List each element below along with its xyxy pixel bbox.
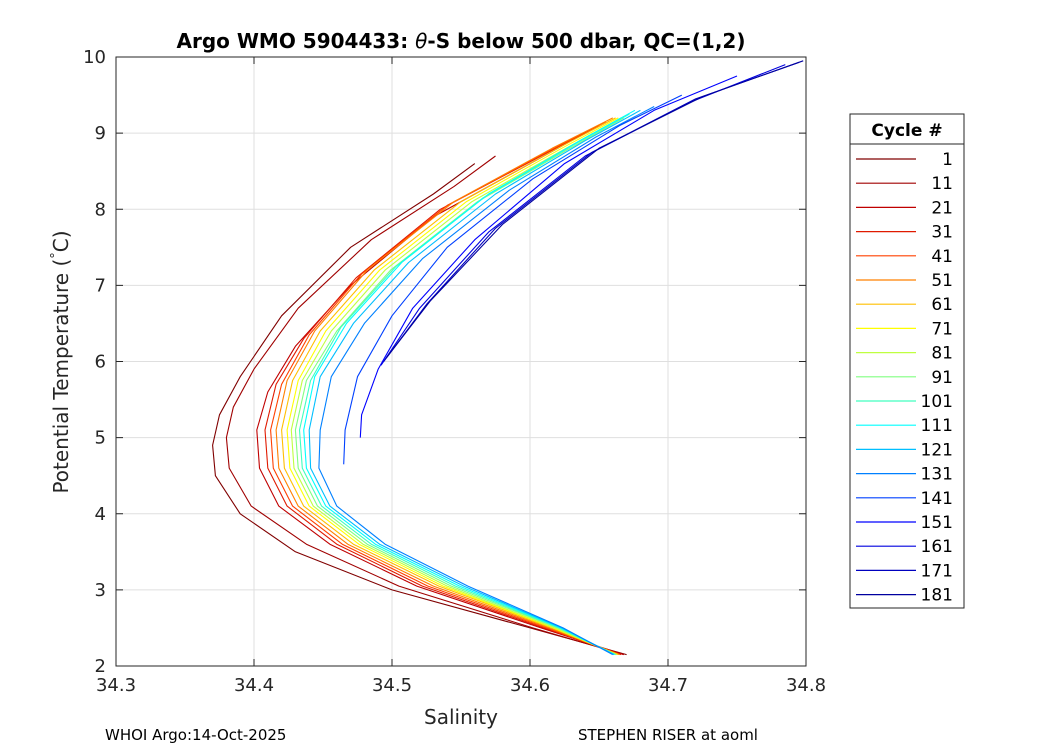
y-tick-label: 8	[95, 199, 106, 220]
series-line-cycle-121	[308, 109, 641, 656]
series-line-cycle-81	[290, 117, 622, 656]
series-line-cycle-151	[359, 75, 738, 438]
legend-label-cycle-31: 31	[931, 223, 953, 243]
series-line-cycle-41	[270, 121, 620, 656]
chart-title: Argo WMO 5904433: θ-S below 500 dbar, QC…	[177, 29, 746, 53]
series-line-cycle-1	[212, 163, 627, 656]
x-tick-label: 34.6	[510, 675, 550, 696]
legend-label-cycle-11: 11	[931, 174, 953, 194]
legend-label-cycle-91: 91	[931, 368, 953, 388]
series-line-cycle-31	[264, 125, 622, 656]
legend-label-cycle-151: 151	[921, 513, 953, 533]
legend-label-cycle-101: 101	[921, 392, 953, 412]
y-tick-label: 9	[95, 123, 106, 144]
series-line-cycle-141	[343, 94, 683, 465]
legend-label-cycle-71: 71	[931, 319, 953, 339]
series-line-cycle-111	[303, 109, 636, 656]
legend: Cycle # 11121314151617181911011111211311…	[849, 113, 965, 609]
x-tick-label: 34.3	[96, 675, 136, 696]
legend-label-cycle-171: 171	[921, 561, 953, 581]
legend-label-cycle-121: 121	[921, 440, 953, 460]
x-tick-label: 34.7	[648, 675, 688, 696]
y-tick-label: 5	[95, 428, 106, 449]
y-tick-label: 3	[95, 580, 106, 601]
legend-label-cycle-51: 51	[931, 271, 953, 291]
legend-label-cycle-81: 81	[931, 344, 953, 364]
legend-entries: 1112131415161718191101111121131141151161…	[856, 150, 953, 606]
y-axis-label: Potential Temperature (°C)	[49, 230, 73, 493]
legend-label-cycle-131: 131	[921, 465, 953, 485]
y-tick-label: 7	[95, 275, 106, 296]
legend-label-cycle-141: 141	[921, 489, 953, 509]
x-tick-label: 34.4	[234, 675, 274, 696]
legend-label-cycle-111: 111	[921, 416, 953, 436]
legend-title: Cycle #	[871, 121, 942, 141]
series-line-cycle-61	[281, 117, 619, 656]
series-line-cycle-71	[286, 117, 619, 656]
y-tick-label: 4	[95, 504, 106, 525]
legend-label-cycle-161: 161	[921, 537, 953, 557]
series-line-cycle-181	[386, 60, 804, 359]
x-axis-label: Salinity	[424, 705, 498, 729]
y-tick-label: 6	[95, 352, 106, 373]
series-group	[212, 60, 804, 656]
y-tick-label: 10	[83, 47, 106, 68]
legend-label-cycle-181: 181	[921, 586, 953, 606]
series-line-cycle-51	[275, 117, 620, 656]
legend-label-cycle-41: 41	[931, 247, 953, 267]
series-line-cycle-11	[225, 155, 624, 656]
axis-ticks: 34.3 34.4 34.5 34.6 34.7 34.8 2 3 4 5 6 7 8 9 10	[83, 47, 826, 696]
footer-credit: STEPHEN RISER at aoml	[578, 726, 758, 744]
legend-label-cycle-21: 21	[931, 198, 953, 218]
y-tick-label: 2	[95, 656, 106, 677]
series-line-cycle-131	[318, 106, 655, 656]
footer-date: WHOI Argo:14-Oct-2025	[105, 726, 286, 744]
x-tick-label: 34.5	[372, 675, 412, 696]
legend-label-cycle-61: 61	[931, 295, 953, 315]
legend-label-cycle-1: 1	[942, 150, 953, 170]
legend-box	[849, 113, 965, 609]
x-tick-label: 34.8	[786, 675, 826, 696]
